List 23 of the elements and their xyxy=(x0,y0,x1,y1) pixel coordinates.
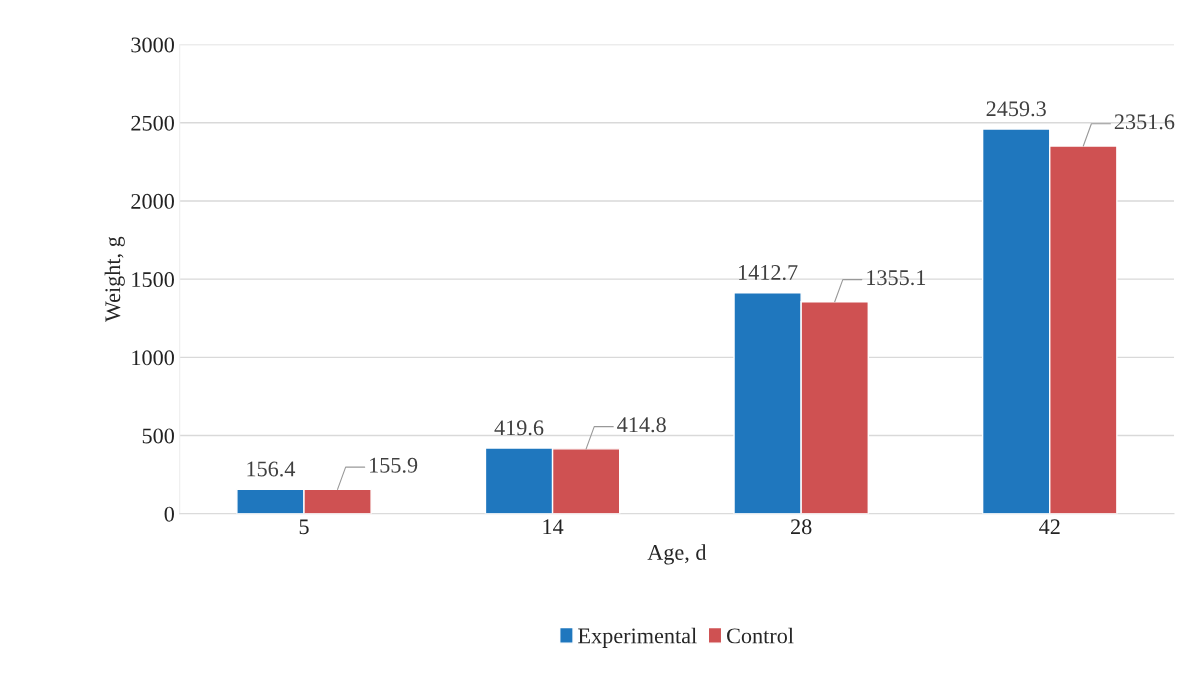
y-axis-title: Weight, g xyxy=(104,236,125,323)
y-tick-label: 2000 xyxy=(131,193,174,209)
data-label: 2351.6 xyxy=(1114,114,1175,130)
x-axis-title: Age, d xyxy=(647,544,707,565)
x-tick-label: 28 xyxy=(791,519,812,535)
data-label: 1412.7 xyxy=(739,265,798,281)
y-tick-label: 500 xyxy=(142,428,174,444)
y-tick-label: 2500 xyxy=(131,115,174,131)
x-tick-label: 42 xyxy=(1039,519,1060,535)
y-tick-label: 0 xyxy=(164,506,174,522)
x-tick-label: 14 xyxy=(543,519,564,535)
y-tick-label: 1500 xyxy=(132,272,174,288)
data-label: 156.4 xyxy=(247,461,296,477)
data-label: 419.6 xyxy=(494,420,544,436)
y-tick-label: 3000 xyxy=(131,37,174,53)
data-label: 414.8 xyxy=(617,417,666,433)
x-tick-label: 5 xyxy=(299,519,309,535)
legend-label: Experimental xyxy=(578,627,697,648)
legend-label: Control xyxy=(727,627,794,644)
y-tick-label: 1000 xyxy=(132,350,174,366)
data-label: 1355.1 xyxy=(867,270,926,286)
data-label: 2459.3 xyxy=(986,101,1046,117)
data-label: 155.9 xyxy=(370,457,418,473)
